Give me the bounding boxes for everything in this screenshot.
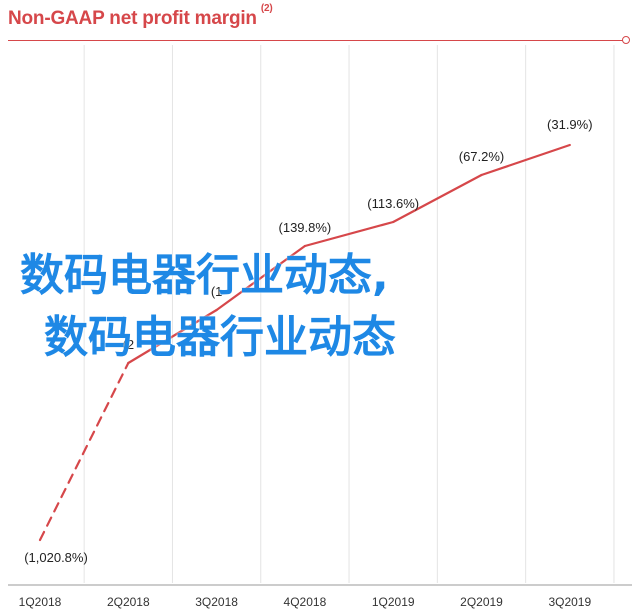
- series-line-dashed: [38, 361, 130, 542]
- series-line: [392, 173, 483, 224]
- x-tick-label: 2Q2019: [460, 595, 503, 609]
- data-label: (31.9%): [547, 117, 593, 132]
- chart-title-text: Non-GAAP net profit margin: [8, 8, 257, 29]
- series-line: [303, 220, 395, 248]
- data-label: (2: [123, 337, 135, 352]
- x-tick-label: 2Q2018: [107, 595, 150, 609]
- x-tick-label: 4Q2018: [284, 595, 327, 609]
- title-rule-end-dot: [622, 36, 630, 44]
- data-label: (113.6%): [367, 196, 419, 211]
- series-line: [480, 143, 571, 177]
- data-label: (67.2%): [459, 149, 505, 164]
- data-label: (1: [211, 284, 223, 299]
- overlay-line-2: 数码电器行业动态: [44, 312, 396, 363]
- title-footnote: (2): [260, 2, 273, 14]
- data-label: (139.8%): [279, 220, 332, 235]
- data-label: (1,020.8%): [24, 550, 88, 565]
- x-tick-label: 1Q2018: [19, 595, 62, 609]
- chart-title: Non-GAAP net profit margin (2): [8, 3, 273, 30]
- overlay-line-1: 数码电器行业动态,: [20, 250, 389, 301]
- series-line: [127, 308, 218, 365]
- x-tick-label: 3Q2019: [548, 595, 591, 609]
- x-tick-label: 3Q2018: [195, 595, 238, 609]
- watermark-overlay: 数码电器行业动态, 数码电器行业动态: [20, 245, 630, 369]
- x-tick-label: 1Q2019: [372, 595, 415, 609]
- series-line: [215, 244, 306, 312]
- title-rule: [8, 40, 624, 41]
